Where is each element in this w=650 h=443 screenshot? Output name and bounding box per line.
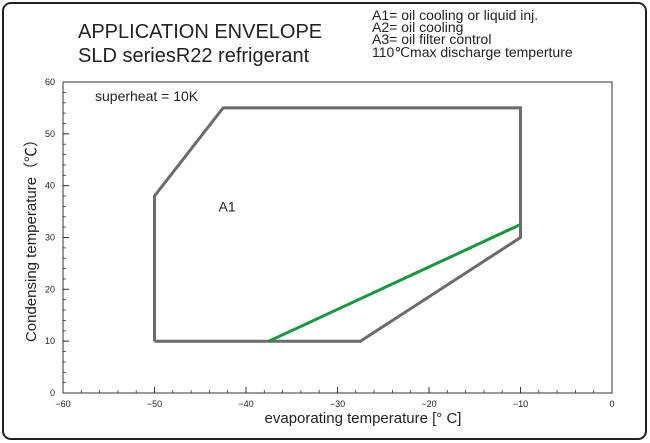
region-label-a1: A1 xyxy=(219,199,236,215)
x-tick-label: −20 xyxy=(421,399,436,409)
legend-note-a3: A3= oil filter control xyxy=(372,31,491,47)
y-tick-label: 60 xyxy=(45,77,55,87)
envelope-boundary-line xyxy=(153,106,522,343)
legend-note-a2: A2= oil cooling xyxy=(372,19,463,35)
x-tick-label: −30 xyxy=(330,399,345,409)
legend-note-a1: A1= oil cooling or liquid inj. xyxy=(372,7,538,23)
legend-note-discharge: 110℃max discharge temperture xyxy=(372,44,573,60)
x-axis-label: evaporating temperature [° C] xyxy=(265,410,462,427)
chart-title: APPLICATION ENVELOPE xyxy=(78,21,322,43)
x-tick-label: −50 xyxy=(147,399,162,409)
x-tick-label: −40 xyxy=(238,399,253,409)
plot-area xyxy=(62,81,613,394)
y-axis-label: Condensing temperature（℃） xyxy=(23,132,40,342)
axis-ticks: −60 −50 −40 −30 −20 −10 0 0 10 20 30 40 50 60 xyxy=(45,77,615,409)
y-tick-label: 50 xyxy=(45,129,55,139)
y-tick-label: 10 xyxy=(45,336,55,346)
superheat-annotation: superheat = 10K xyxy=(95,88,199,104)
y-tick-label: 30 xyxy=(45,233,55,243)
series-group xyxy=(153,106,522,343)
y-tick-label: 0 xyxy=(50,388,55,398)
oil-cooling-limit-line xyxy=(268,223,522,343)
x-tick-label: −60 xyxy=(55,399,70,409)
y-tick-label: 20 xyxy=(45,284,55,294)
y-tick-label: 40 xyxy=(45,181,55,191)
x-tick-label: −10 xyxy=(513,399,528,409)
chart-subtitle: SLD seriesR22 refrigerant xyxy=(78,45,310,67)
x-tick-label: 0 xyxy=(609,399,614,409)
